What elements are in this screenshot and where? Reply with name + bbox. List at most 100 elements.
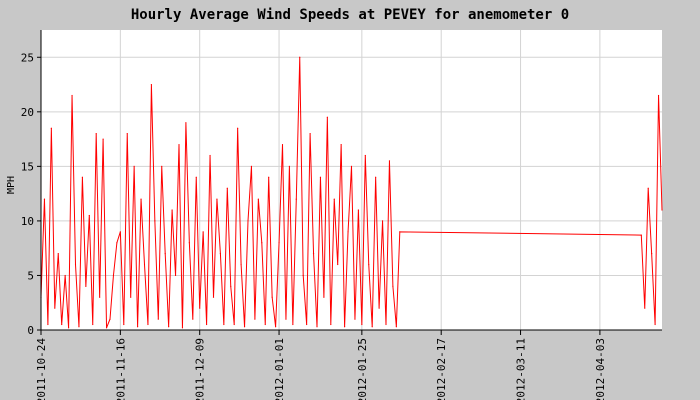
data-point	[247, 220, 249, 222]
x-tick-label: 2012-02-17	[435, 338, 448, 400]
data-point	[137, 326, 139, 328]
data-point	[302, 274, 304, 277]
x-tick-label: 2011-12-09	[194, 338, 207, 400]
data-point	[157, 318, 159, 320]
data-point	[154, 220, 156, 222]
data-point	[102, 138, 104, 140]
chart-title: Hourly Average Wind Speeds at PEVEY for …	[131, 7, 569, 23]
y-tick-label: 0	[27, 324, 34, 337]
data-point	[240, 263, 242, 266]
data-point	[319, 176, 322, 178]
data-point	[371, 326, 373, 328]
data-point	[47, 323, 49, 326]
data-point	[350, 165, 353, 167]
data-point	[337, 263, 339, 266]
y-tick-label: 25	[21, 51, 34, 64]
data-point	[399, 231, 401, 233]
data-point	[354, 318, 356, 320]
data-point	[375, 176, 377, 178]
data-point	[50, 127, 52, 129]
data-point	[161, 165, 163, 167]
y-axis-label: MPH	[6, 176, 17, 194]
y-tick-label: 20	[21, 106, 34, 119]
data-point	[347, 231, 349, 233]
data-point	[364, 154, 366, 157]
x-tick-label: 2012-01-01	[273, 338, 286, 400]
data-point	[368, 263, 370, 266]
data-point	[185, 122, 187, 124]
data-point	[316, 326, 318, 328]
data-point	[357, 209, 359, 211]
data-point	[95, 133, 97, 135]
wind-speed-line	[40, 57, 663, 329]
x-tick-label: 2011-11-16	[114, 338, 127, 400]
data-point	[123, 323, 125, 326]
data-point	[54, 307, 56, 309]
series-layer	[40, 56, 663, 329]
y-tick-label: 5	[27, 269, 34, 282]
data-point	[275, 326, 277, 328]
data-point	[647, 187, 649, 189]
data-point	[654, 323, 656, 326]
data-point	[640, 234, 642, 236]
data-point	[285, 318, 287, 320]
data-point	[178, 143, 180, 146]
data-point	[74, 263, 77, 266]
data-point	[109, 318, 111, 320]
data-point	[130, 296, 132, 298]
data-point	[188, 242, 190, 244]
data-point	[57, 253, 59, 255]
data-point	[199, 307, 201, 309]
data-point	[216, 198, 218, 200]
grid	[41, 30, 662, 330]
data-point	[147, 323, 149, 326]
data-point	[164, 253, 166, 255]
data-point	[657, 94, 660, 97]
data-point	[209, 154, 211, 157]
data-point	[68, 327, 70, 329]
data-point	[309, 133, 311, 135]
y-tick-label: 10	[21, 215, 34, 228]
y-tick-label: 15	[21, 160, 34, 173]
data-point	[344, 326, 346, 328]
data-point	[64, 274, 66, 277]
x-tick-label: 2012-03-11	[515, 338, 528, 400]
data-point	[281, 143, 284, 146]
data-point	[140, 198, 142, 200]
data-point	[381, 220, 384, 222]
data-point	[271, 296, 273, 298]
data-point	[233, 323, 235, 326]
data-point	[378, 307, 380, 309]
data-point	[306, 323, 308, 326]
data-point	[333, 198, 335, 200]
data-point	[312, 253, 315, 255]
data-point	[257, 198, 259, 200]
data-point	[85, 285, 87, 287]
data-point	[181, 327, 184, 329]
data-point	[150, 83, 152, 86]
data-point	[392, 285, 394, 287]
data-point	[174, 274, 177, 277]
data-point	[226, 187, 228, 189]
data-point	[195, 176, 197, 178]
data-point	[223, 323, 225, 326]
data-point	[661, 209, 663, 211]
data-point	[81, 176, 83, 178]
data-point	[230, 285, 232, 287]
data-point	[171, 209, 173, 211]
data-point	[61, 323, 63, 326]
data-point	[112, 274, 115, 277]
data-point	[105, 327, 108, 329]
data-point	[206, 323, 208, 326]
data-point	[99, 296, 101, 298]
data-point	[126, 133, 128, 135]
x-tick-label: 2012-04-03	[594, 338, 607, 400]
data-point	[261, 242, 263, 244]
data-point	[254, 318, 256, 320]
x-tick-label: 2012-01-25	[356, 338, 369, 400]
data-point	[168, 326, 170, 328]
data-point	[71, 94, 73, 97]
data-point	[323, 296, 325, 298]
